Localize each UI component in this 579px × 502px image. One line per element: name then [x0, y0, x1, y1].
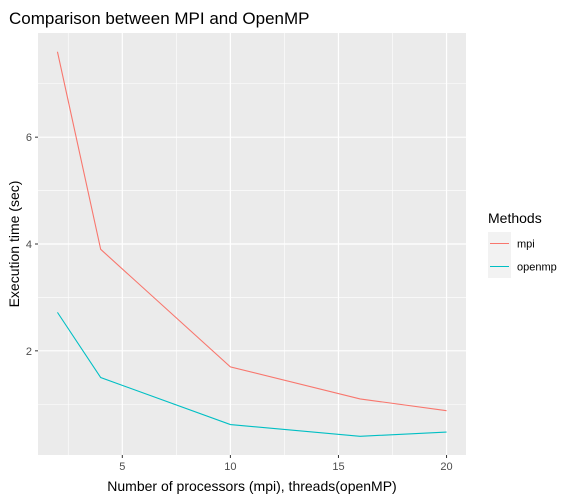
grid-major-lines [38, 33, 466, 455]
x-tick-label: 20 [440, 461, 452, 473]
y-axis-ticks: 2 4 6 [26, 132, 38, 358]
legend: Methods mpi openmp [488, 210, 557, 278]
x-axis-title: Number of processors (mpi), threads(open… [107, 478, 396, 494]
y-tick-label: 2 [26, 346, 32, 358]
series-line-mpi [56, 51, 447, 412]
series-line-openmp [56, 312, 447, 437]
x-tick-label: 15 [332, 461, 344, 473]
y-axis-title: Execution time (sec) [6, 181, 22, 308]
x-tick-label: 10 [224, 461, 236, 473]
x-tick-label: 5 [119, 461, 125, 473]
legend-label-mpi: mpi [517, 239, 535, 251]
legend-label-openmp: openmp [517, 262, 557, 274]
chart-title: Comparison between MPI and OpenMP [9, 9, 310, 28]
y-tick-label: 4 [26, 239, 32, 251]
legend-title: Methods [488, 210, 542, 226]
y-tick-label: 6 [26, 132, 32, 144]
series-lines [56, 51, 447, 437]
x-axis-ticks: 5 10 15 20 [119, 455, 453, 473]
